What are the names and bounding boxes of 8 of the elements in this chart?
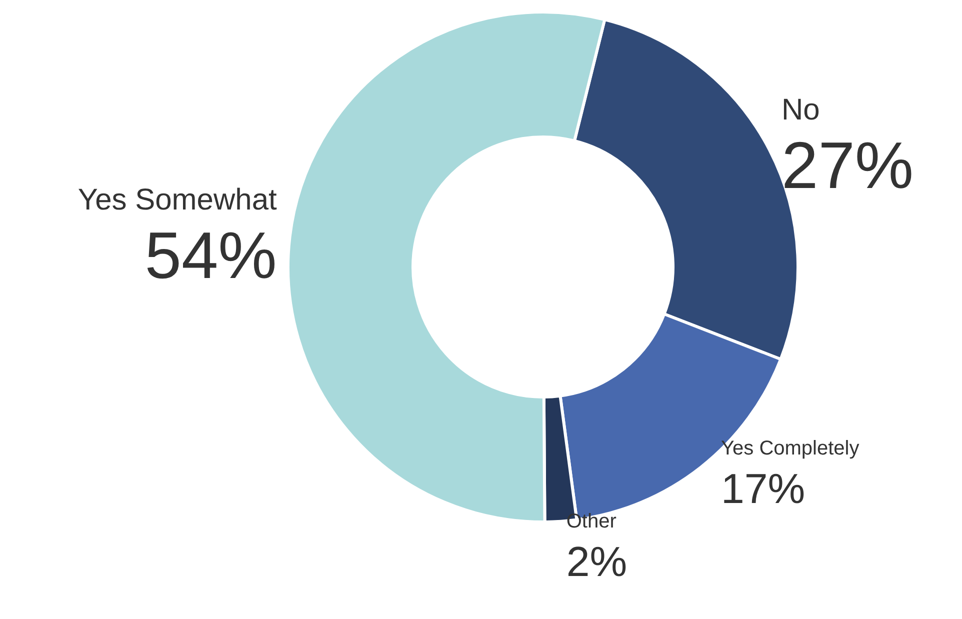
- data-label: 54%: [144, 218, 277, 292]
- data-label: 27%: [781, 128, 914, 202]
- slice-label: Other: [566, 510, 617, 533]
- data-label: 2%: [566, 538, 628, 586]
- slice-label: Yes Somewhat: [78, 183, 278, 216]
- data-label: 17%: [721, 465, 806, 512]
- slice-label: No: [781, 93, 820, 126]
- slice-label: Yes Completely: [721, 438, 860, 460]
